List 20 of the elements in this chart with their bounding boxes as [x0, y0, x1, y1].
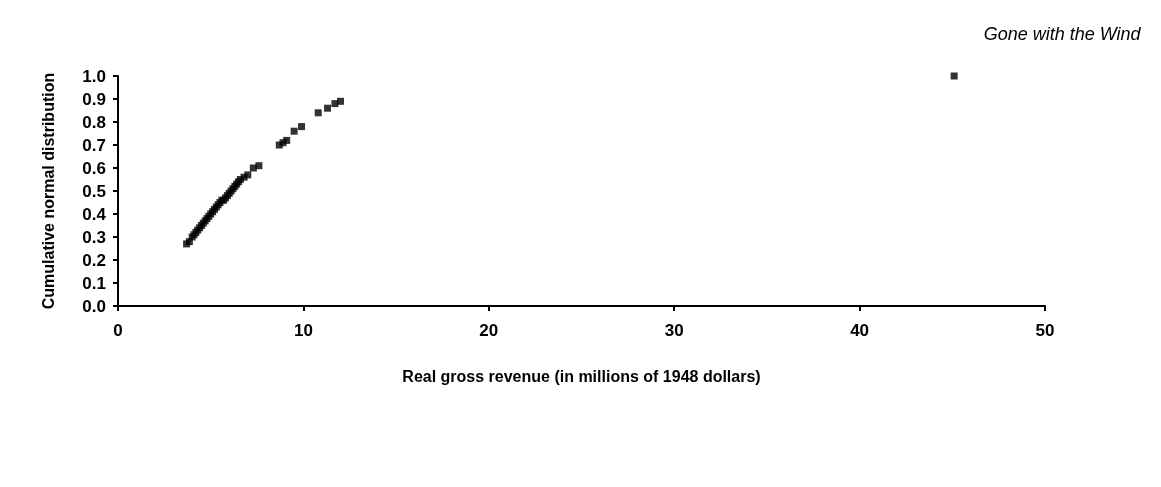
x-tick-label: 30	[664, 321, 684, 340]
x-tick-label: 0	[113, 321, 123, 340]
annotation: Gone with the Wind	[983, 24, 1142, 44]
y-tick-label: 0.1	[82, 273, 106, 293]
y-tick-label: 0.0	[82, 296, 106, 316]
y-tick-label: 0.4	[82, 204, 107, 224]
x-tick-label: 50	[1035, 321, 1055, 340]
y-axis-title: Cumulative normal distribution	[39, 72, 57, 310]
y-tick-label: 0.3	[82, 227, 106, 247]
y-tick-label: 1.0	[82, 66, 106, 86]
y-tick-label: 0.8	[82, 112, 106, 132]
y-tick-label: 0.7	[82, 135, 106, 155]
y-tick-label: 0.5	[82, 181, 106, 201]
x-axis-title: Real gross revenue (in millions of 1948 dollars)	[402, 367, 761, 385]
x-tick-label: 20	[479, 321, 499, 340]
x-tick-label: 40	[850, 321, 870, 340]
y-tick-label: 0.9	[82, 89, 106, 109]
x-tick-label: 10	[293, 321, 313, 340]
y-tick-label: 0.2	[82, 250, 106, 270]
y-tick-label: 0.6	[82, 158, 106, 178]
